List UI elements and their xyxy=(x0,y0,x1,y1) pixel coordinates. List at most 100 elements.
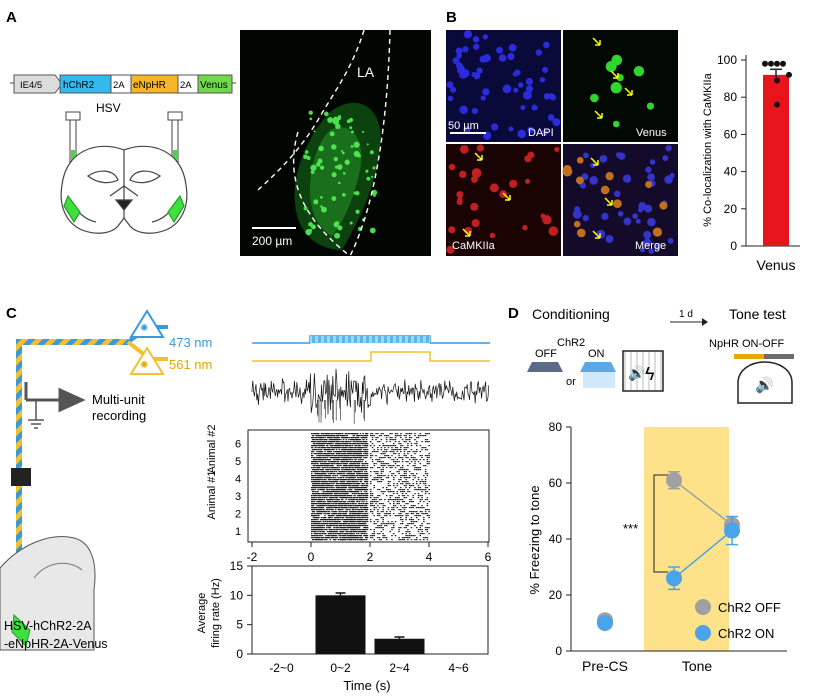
raster-spike xyxy=(400,483,402,485)
raster-spike xyxy=(359,473,362,475)
raster-spike xyxy=(398,529,400,531)
raster-spike xyxy=(353,485,355,487)
raster-spike xyxy=(349,459,351,461)
cell-nucleus xyxy=(446,245,455,254)
raster-spike xyxy=(335,463,338,465)
raster-spike xyxy=(384,525,386,527)
raster-spike xyxy=(328,433,331,435)
raster-spike xyxy=(348,451,350,453)
raster-spike xyxy=(426,475,429,477)
raster-spike xyxy=(319,487,322,489)
raster-spike xyxy=(354,491,356,493)
cell-nucleus xyxy=(643,238,652,247)
raster-spike xyxy=(320,527,323,529)
raster-spike xyxy=(360,447,363,449)
raster-spike xyxy=(327,503,330,505)
raster-spike xyxy=(401,461,404,463)
construct-2a-2: 2A xyxy=(180,80,192,91)
raster-spike xyxy=(407,489,409,491)
raster-spike xyxy=(316,529,318,531)
raster-spike xyxy=(341,437,343,439)
raster-spike xyxy=(330,437,332,439)
raster-spike xyxy=(334,511,337,513)
raster-spike xyxy=(323,481,325,483)
raster-spike xyxy=(364,495,366,497)
raster-spike xyxy=(315,483,317,485)
raster-spike xyxy=(384,465,386,467)
cell-nucleus xyxy=(523,90,532,100)
raster-spike xyxy=(361,473,363,475)
raster-spike xyxy=(353,507,355,509)
raster-spike xyxy=(344,437,347,439)
raster-spike xyxy=(375,523,377,525)
raster-spike xyxy=(311,487,313,489)
raster-spike xyxy=(360,509,363,511)
raster-spike xyxy=(325,475,327,477)
raster-spike xyxy=(385,451,388,453)
raster-spike xyxy=(324,511,326,513)
raster-spike xyxy=(350,495,353,497)
raster-spike xyxy=(318,513,321,515)
raster-spike xyxy=(324,441,326,443)
raster-spike xyxy=(337,469,340,471)
raster-spike xyxy=(313,481,316,483)
raster-spike xyxy=(405,447,407,449)
raster-spike xyxy=(320,449,323,451)
raster-spike xyxy=(382,537,384,539)
raster-spike xyxy=(326,433,329,435)
raster-spike xyxy=(341,503,343,505)
legend-on-marker xyxy=(695,625,711,641)
raster-spike xyxy=(373,535,376,537)
raster-spike xyxy=(353,511,355,513)
raster-spike xyxy=(366,475,369,477)
raster-spike xyxy=(419,463,422,465)
raster-spike xyxy=(357,473,359,475)
yellow-laser-burst-icon: ✺ xyxy=(140,360,148,371)
raster-spike xyxy=(398,481,400,483)
raster-spike xyxy=(336,463,339,465)
raster-spike xyxy=(366,481,369,483)
raster-spike xyxy=(352,467,355,469)
raster-spike xyxy=(325,481,327,483)
raster-spike xyxy=(335,525,338,527)
raster-spike xyxy=(364,521,367,523)
optrode-setup: ✺ ✺ 473 nm 561 nm Multi-unit recording H… xyxy=(0,309,212,651)
raster-spike xyxy=(357,457,359,459)
raster-spike xyxy=(333,539,335,541)
raster-spike xyxy=(333,451,335,453)
raster-spike xyxy=(384,537,386,539)
raster-spike xyxy=(347,437,349,439)
raster-spike xyxy=(327,513,330,515)
raster-spike xyxy=(336,441,339,443)
raster-spike xyxy=(416,437,418,439)
raster-spike xyxy=(357,483,359,485)
raster-spike xyxy=(377,501,379,503)
raster-spike xyxy=(342,461,345,463)
raster-spike xyxy=(407,523,409,525)
neuron-soma xyxy=(369,227,376,234)
raster-spike xyxy=(412,523,414,525)
raster-spike xyxy=(320,517,323,519)
raster-spike xyxy=(316,521,318,523)
raster-spike xyxy=(341,499,344,501)
raster-spike xyxy=(325,449,327,451)
raster-spike xyxy=(403,449,406,451)
raster-spike xyxy=(362,503,364,505)
raster-spike xyxy=(312,481,315,483)
raster-spike xyxy=(336,523,339,525)
raster-spike xyxy=(403,505,406,507)
raster-spike xyxy=(391,465,393,467)
raster-spike xyxy=(315,453,317,455)
raster-spike xyxy=(325,461,327,463)
raster-spike xyxy=(335,537,338,539)
raster-spike xyxy=(332,483,334,485)
raster-spike xyxy=(375,503,377,505)
raster-spike xyxy=(326,531,329,533)
neuron-soma xyxy=(338,181,341,185)
raster-spike xyxy=(319,449,322,451)
raster-spike xyxy=(323,495,325,497)
raster-spike xyxy=(387,509,390,511)
raster-spike xyxy=(370,445,372,447)
raster-spike xyxy=(343,519,346,521)
raster-spike xyxy=(355,503,357,505)
